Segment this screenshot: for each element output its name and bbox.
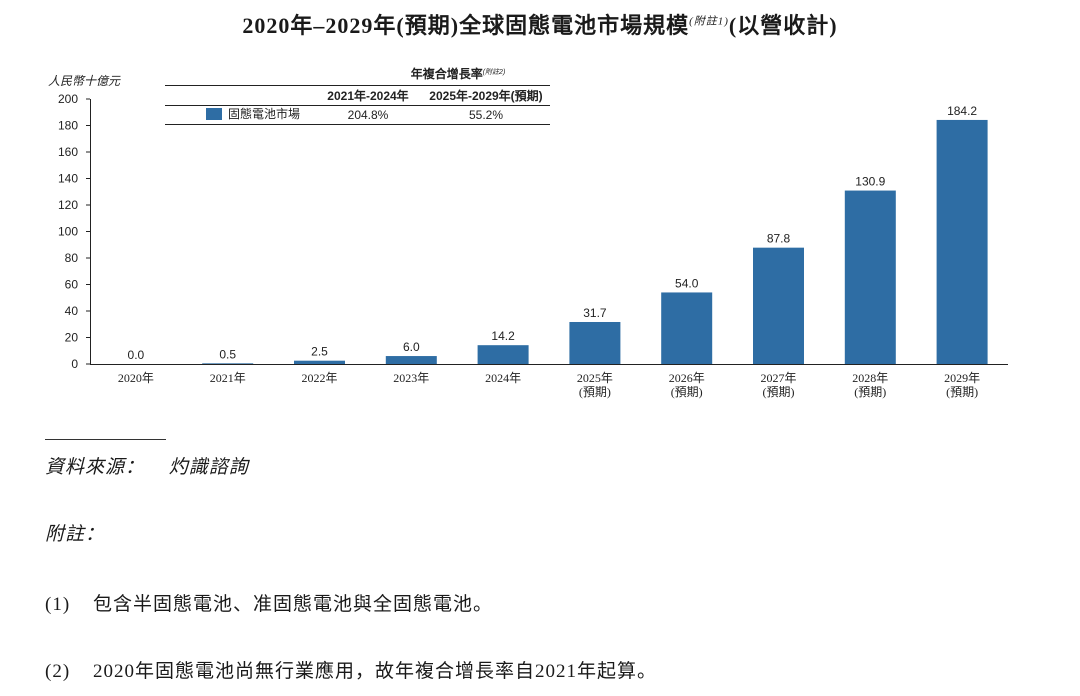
data-label: 14.2 (491, 329, 515, 343)
page-title: 2020年–2029年(預期)全球固態電池市場規模(附註1)(以營收計) (0, 8, 1080, 40)
cagr-value-2: 55.2% (469, 108, 503, 122)
title-main: 2020年–2029年(預期)全球固態電池市場規模 (242, 13, 690, 38)
data-label: 0.5 (219, 347, 236, 361)
title-note: (附註1) (689, 15, 729, 28)
cagr-table-heading: 年複合增長率(附註2) (411, 66, 506, 81)
note-text: 包含半固態電池、准固態電池與全固態電池。 (93, 594, 494, 615)
note-text: 2020年固態電池尚無行業應用，故年複合增長率自2021年起算。 (93, 661, 658, 682)
legend-swatch (206, 108, 222, 120)
note-item-1: (1) 包含半固態電池、准固態電池與全固態電池。 (45, 589, 493, 616)
cagr-column-header-1: 2021年-2024年 (327, 88, 408, 103)
bar (294, 360, 345, 364)
legend-label: 固態電池市場 (228, 106, 300, 121)
data-label: 0.0 (128, 348, 145, 362)
source-label: 資料來源： (45, 457, 146, 478)
y-tick-label: 20 (65, 331, 79, 345)
x-tick-label: 2026年 (669, 371, 705, 385)
y-tick-label: 60 (65, 278, 79, 292)
x-tick-sublabel: (預期) (579, 385, 611, 399)
y-tick-label: 160 (58, 145, 78, 159)
cagr-column-header-2: 2025年-2029年(預期) (429, 88, 542, 103)
data-label: 184.2 (947, 104, 977, 118)
data-label: 6.0 (403, 340, 420, 354)
y-tick-label: 0 (71, 357, 78, 371)
bar-layer: 0.0 0.5 2.5 6.0 14.2 31.7 54.0 87.8 130.9 184.2 (128, 104, 988, 364)
bar (936, 119, 988, 364)
x-tick-label: 2025年 (577, 371, 613, 385)
bar (569, 321, 621, 364)
cagr-value-1: 204.8% (348, 108, 389, 122)
x-tick-label: 2022年 (301, 371, 337, 385)
bar (753, 247, 804, 364)
y-tick-label: 100 (58, 225, 78, 239)
x-tick-label: 2021年 (210, 371, 246, 385)
x-tick-label: 2024年 (485, 371, 521, 385)
x-tick-label: 2028年 (852, 371, 888, 385)
bar (385, 356, 437, 364)
bar-chart: 0 20 40 60 80 100 120 140 160 180 200 2020年 2021年 202… (48, 66, 1008, 399)
bar (661, 292, 713, 364)
y-tick-label: 200 (58, 92, 78, 106)
data-label: 31.7 (583, 306, 607, 320)
axis-layer: 0 20 40 60 80 100 120 140 160 180 200 2020年 2021年 202… (58, 92, 1008, 399)
x-tick-sublabel: (預期) (854, 385, 886, 399)
source-line: 資料來源： 灼識諮詢 (45, 452, 249, 479)
data-label: 2.5 (311, 345, 328, 359)
x-tick-label: 2020年 (118, 371, 154, 385)
bar (477, 345, 529, 364)
source-value: 灼識諮詢 (168, 457, 249, 478)
y-axis-title: 人民幣十億元 (48, 74, 121, 88)
data-label: 130.9 (855, 175, 885, 189)
data-label: 54.0 (675, 276, 699, 290)
bar (844, 190, 896, 364)
cagr-table: 年複合增長率(附註2) 2021年-2024年 2025年-2029年(預期) … (165, 66, 550, 125)
x-tick-sublabel: (預期) (671, 385, 703, 399)
x-tick-label: 2023年 (393, 371, 429, 385)
y-tick-label: 120 (58, 198, 78, 212)
title-suffix: (以營收計) (728, 13, 838, 38)
note-number: (2) (45, 661, 71, 682)
y-tick-label: 140 (58, 172, 78, 186)
source-divider (45, 439, 166, 440)
y-tick-label: 180 (58, 119, 78, 133)
note-number: (1) (45, 594, 71, 615)
note-item-2: (2) 2020年固態電池尚無行業應用，故年複合增長率自2021年起算。 (45, 656, 657, 683)
x-tick-label: 2027年 (760, 371, 796, 385)
data-label: 87.8 (767, 232, 791, 246)
x-tick-label: 2029年 (944, 371, 980, 385)
x-tick-sublabel: (預期) (946, 385, 978, 399)
x-tick-sublabel: (預期) (763, 385, 795, 399)
y-tick-label: 80 (65, 251, 79, 265)
cagr-table-heading-note: (附註2) (483, 68, 506, 76)
notes-heading: 附註： (45, 524, 106, 545)
y-tick-label: 40 (65, 304, 79, 318)
bar (202, 363, 254, 364)
